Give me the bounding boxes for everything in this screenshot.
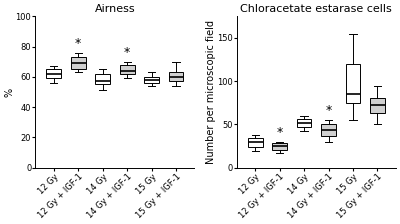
PathPatch shape (370, 99, 385, 113)
PathPatch shape (120, 65, 134, 74)
PathPatch shape (321, 125, 336, 136)
Text: *: * (124, 46, 130, 59)
PathPatch shape (346, 64, 360, 103)
PathPatch shape (144, 77, 159, 83)
PathPatch shape (272, 143, 287, 149)
PathPatch shape (297, 119, 312, 127)
Title: Chloracetate estarase cells: Chloracetate estarase cells (240, 4, 392, 14)
Y-axis label: Number per microscopic field: Number per microscopic field (206, 20, 216, 164)
PathPatch shape (169, 72, 184, 81)
Text: *: * (276, 126, 283, 139)
PathPatch shape (46, 69, 61, 78)
PathPatch shape (95, 74, 110, 84)
PathPatch shape (71, 57, 86, 69)
Y-axis label: %: % (4, 87, 14, 97)
Text: *: * (75, 37, 81, 50)
Text: *: * (326, 104, 332, 117)
PathPatch shape (248, 138, 262, 147)
Title: Airness: Airness (95, 4, 135, 14)
